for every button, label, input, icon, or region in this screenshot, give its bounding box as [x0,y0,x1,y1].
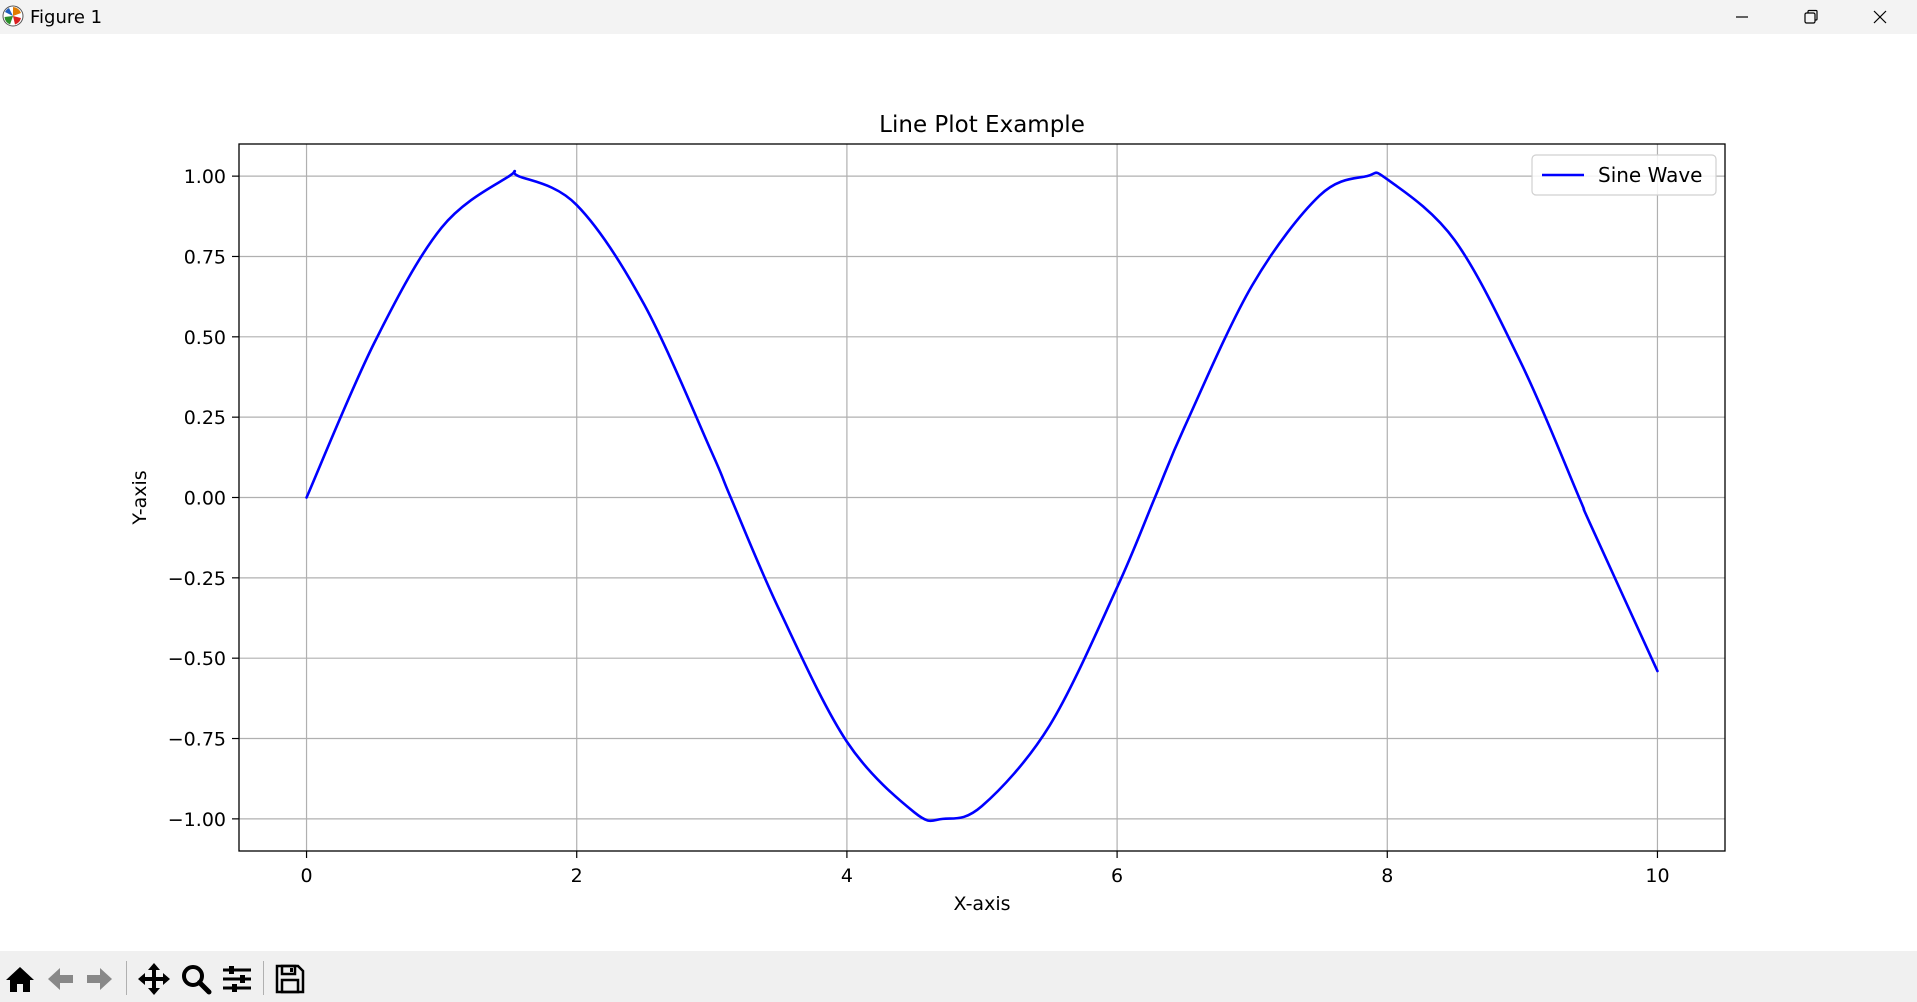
y-ticks: 1.00 0.75 0.50 0.25 0.00 −0.25 −0.50 −0.75 −1.00 [168,166,239,831]
minimize-button[interactable] [1708,0,1776,34]
figure-canvas[interactable]: 0 2 4 6 8 10 1.00 0.75 0.50 0.25 0.00 −0.25 −0.50 −0… [0,34,1917,951]
navigation-toolbar [0,951,1917,1002]
y-axis-label: Y-axis [129,470,151,525]
x-axis-label: X-axis [954,893,1011,915]
y-tick-label: 0.50 [184,327,226,349]
search-icon [182,965,212,995]
save-icon [275,964,305,994]
line-chart[interactable]: 0 2 4 6 8 10 1.00 0.75 0.50 0.25 0.00 −0.25 −0.50 −0… [0,34,1917,951]
y-tick-label: 0.25 [184,407,226,429]
back-button[interactable] [42,961,78,997]
close-button[interactable] [1846,0,1914,34]
matplotlib-icon [2,5,24,27]
x-tick-label: 2 [571,865,583,887]
forward-button[interactable] [82,961,118,997]
y-tick-label: −1.00 [168,809,226,831]
legend: Sine Wave [1531,154,1717,196]
y-tick-label: 0.75 [184,246,226,268]
close-icon [1873,10,1887,24]
series-line-sine-wave [305,169,1659,823]
chart-title: Line Plot Example [879,112,1085,138]
y-tick-label: −0.25 [168,568,226,590]
minimize-icon [1736,16,1748,18]
home-button[interactable] [2,961,38,997]
restore-icon [1804,9,1818,24]
y-tick-label: 1.00 [184,166,226,188]
x-ticks: 0 2 4 6 8 10 [300,851,1670,887]
legend-label: Sine Wave [1598,163,1702,187]
save-button[interactable] [272,961,308,997]
x-tick-label: 8 [1381,865,1393,887]
series-layer [305,169,1659,823]
move-icon [138,963,170,995]
x-tick-label: 4 [841,865,853,887]
pan-button[interactable] [136,961,172,997]
x-tick-label: 6 [1111,865,1123,887]
y-tick-label: −0.75 [168,729,226,751]
restore-button[interactable] [1777,0,1845,34]
y-tick-label: 0.00 [184,488,226,510]
toolbar-separator [126,961,127,995]
configure-subplots-button[interactable] [219,961,255,997]
arrow-right-icon [87,968,112,990]
title-bar[interactable]: Figure 1 [0,0,1917,34]
x-tick-label: 10 [1645,865,1669,887]
arrow-left-icon [48,968,73,990]
zoom-button[interactable] [178,961,214,997]
legend-box [1531,154,1717,196]
sliders-icon [223,966,251,992]
window-title: Figure 1 [30,7,103,28]
x-tick-label: 0 [300,865,312,887]
grid [239,144,1725,851]
toolbar-separator [263,961,264,995]
home-icon [6,967,34,992]
y-tick-label: −0.50 [168,648,226,670]
